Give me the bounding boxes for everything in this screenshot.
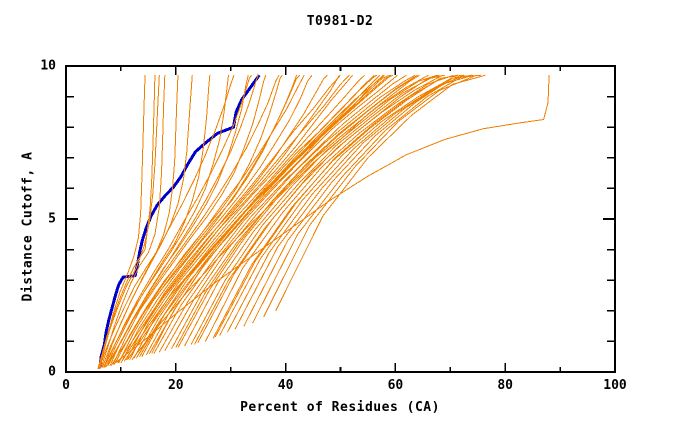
series-line	[219, 74, 473, 336]
series-line	[136, 74, 366, 357]
series-line	[158, 74, 407, 353]
series-line	[113, 74, 305, 365]
series-line	[205, 74, 454, 342]
series-line	[101, 75, 235, 368]
series-line	[177, 74, 429, 348]
x-tick-label: 40	[277, 378, 294, 393]
series-line	[252, 74, 465, 324]
x-tick-label: 0	[62, 378, 70, 393]
series-line	[123, 74, 375, 362]
y-tick-label: 0	[48, 364, 56, 380]
axes-frame	[65, 65, 616, 373]
series-line	[115, 75, 550, 364]
x-tick-label: 100	[603, 378, 627, 393]
series-line	[103, 74, 252, 368]
series-line	[129, 74, 340, 360]
y-tick-label: 5	[48, 211, 56, 227]
series-line	[133, 74, 353, 359]
series-line	[234, 74, 474, 330]
series-line	[101, 75, 166, 367]
series-line	[114, 74, 283, 364]
x-tick-label: 20	[167, 378, 184, 393]
series-layer	[97, 74, 550, 370]
series-line	[194, 74, 440, 345]
series-line	[263, 74, 477, 318]
series-line	[107, 74, 280, 367]
series-line	[226, 74, 464, 333]
series-line	[98, 75, 160, 370]
series-line	[175, 74, 418, 348]
series-line	[135, 74, 384, 359]
y-tick-label: 10	[40, 58, 56, 74]
series-line	[106, 75, 229, 367]
page-title: T0981-D2	[306, 14, 374, 29]
series-line	[121, 74, 313, 362]
series-line	[275, 74, 486, 312]
series-line	[125, 74, 328, 360]
series-line	[164, 74, 416, 351]
series-line	[243, 74, 482, 327]
x-tick-label: 60	[387, 378, 404, 393]
series-line	[98, 75, 179, 370]
series-line	[184, 74, 438, 347]
series-line	[112, 75, 267, 365]
series-line	[120, 74, 350, 364]
series-line	[153, 74, 398, 354]
series-line	[214, 74, 459, 338]
series-line	[139, 74, 392, 357]
x-axis-label: Percent of Residues (CA)	[240, 400, 440, 415]
x-tick-label: 80	[497, 378, 514, 393]
series-line	[117, 74, 341, 364]
y-axis-label: Distance Cutoff, A	[20, 151, 36, 302]
series-line	[102, 75, 211, 368]
